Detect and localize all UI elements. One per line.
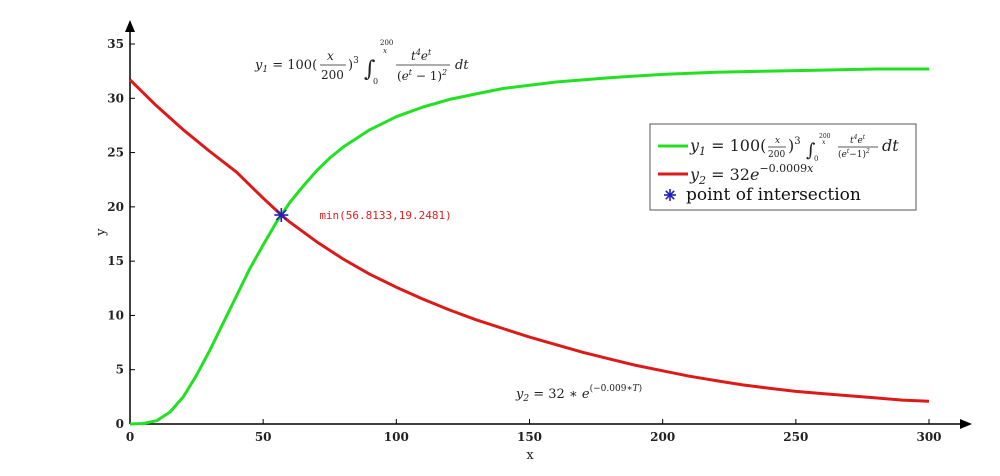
x-tick-label: 200 bbox=[650, 430, 675, 444]
y-tick-label: 30 bbox=[107, 91, 124, 105]
svg-text:(et − 1)2: (et − 1)2 bbox=[397, 68, 447, 83]
svg-text:200: 200 bbox=[380, 39, 393, 47]
legend-box bbox=[649, 123, 917, 211]
asterisk-stroke bbox=[665, 190, 675, 200]
y-tick-label: 35 bbox=[107, 37, 124, 51]
y-axis-arrow-icon bbox=[125, 20, 135, 32]
x-tick-label: 100 bbox=[384, 430, 409, 444]
y2-formula-annotation: y2 = 32 ∗ e(−0.009∗T) bbox=[515, 383, 642, 404]
svg-text:t4et: t4et bbox=[411, 48, 432, 63]
svg-text:∫: ∫ bbox=[806, 140, 816, 161]
y-tick-label: 20 bbox=[107, 200, 124, 214]
x-tick-label: 250 bbox=[783, 430, 808, 444]
x-tick-label: 50 bbox=[255, 430, 272, 444]
svg-text:∫: ∫ bbox=[364, 57, 376, 82]
x-axis-arrow-icon bbox=[960, 419, 972, 429]
svg-text:dt: dt bbox=[882, 136, 899, 155]
svg-text:y1 = 100(: y1 = 100( bbox=[254, 58, 317, 75]
svg-text:dt: dt bbox=[455, 58, 469, 73]
svg-text:)3: )3 bbox=[348, 56, 359, 73]
series-line-y2 bbox=[128, 78, 930, 403]
y-tick-label: 5 bbox=[116, 363, 124, 377]
axes bbox=[125, 20, 972, 429]
svg-text:y2 = 32 ∗ e(−0.009∗T): y2 = 32 ∗ e(−0.009∗T) bbox=[515, 383, 642, 404]
y1-formula-annotation: y1 = 100( x 200 )3 ∫ 0 200 x t4et (et − … bbox=[254, 39, 469, 86]
legend: y1 = 100( x 200 )3 ∫ 0 200 x t4et (et−1)… bbox=[649, 123, 917, 211]
y-axis-title: y bbox=[94, 228, 109, 237]
y-tick-label: 15 bbox=[107, 254, 124, 268]
svg-text:200: 200 bbox=[321, 68, 344, 82]
svg-text:200: 200 bbox=[819, 133, 831, 140]
intersection-point-marker bbox=[274, 208, 289, 223]
svg-text:200: 200 bbox=[768, 150, 785, 160]
svg-text:0: 0 bbox=[814, 155, 818, 163]
min-annotation: min(56.8133,19.2481) bbox=[319, 209, 451, 222]
legend-label-intersection: point of intersection bbox=[686, 185, 861, 205]
svg-text:y1 = 100(: y1 = 100( bbox=[689, 136, 766, 158]
x-axis-title: x bbox=[526, 448, 534, 463]
legend-asterisk-icon bbox=[664, 189, 676, 201]
series-line-y1 bbox=[129, 67, 929, 426]
x-tick-label: 0 bbox=[126, 430, 134, 444]
svg-text:x: x bbox=[775, 136, 780, 146]
x-tick-label: 300 bbox=[916, 430, 941, 444]
y-tick-label: 25 bbox=[107, 146, 124, 160]
svg-text:x: x bbox=[383, 47, 387, 55]
asterisk-stroke bbox=[275, 209, 287, 221]
svg-text:x: x bbox=[327, 49, 334, 63]
x-tick-label: 150 bbox=[517, 430, 542, 444]
axis-ticks: 0 50 100 150 200 250 300 0 5 10 15 20 25 30 35 bbox=[107, 37, 941, 444]
svg-text:0: 0 bbox=[373, 77, 378, 86]
svg-text:x: x bbox=[822, 139, 826, 146]
y-tick-label: 10 bbox=[107, 308, 124, 322]
svg-text:(et−1)2: (et−1)2 bbox=[838, 148, 870, 160]
y-tick-label: 0 bbox=[116, 417, 124, 431]
